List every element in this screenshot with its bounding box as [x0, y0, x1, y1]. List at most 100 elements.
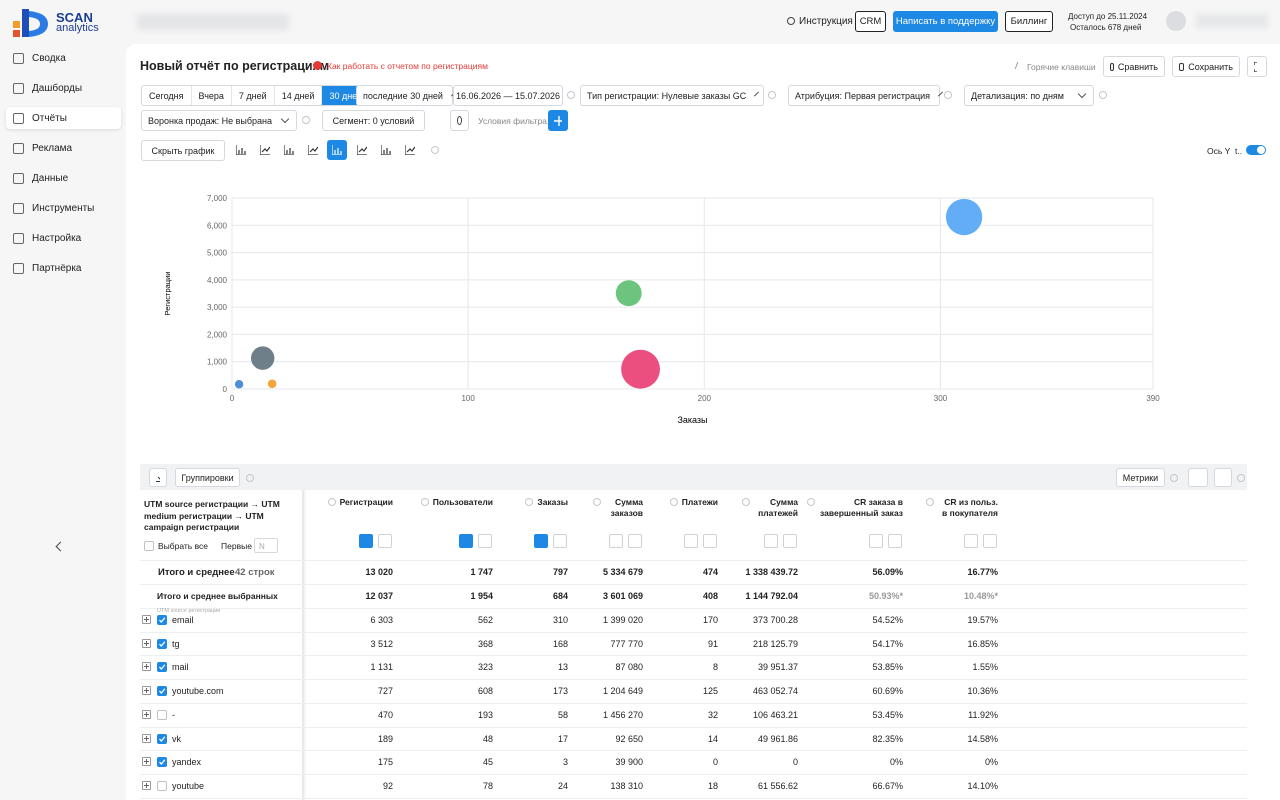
groupings-button[interactable]: Группировки	[175, 468, 240, 487]
chart-metric-button[interactable]	[869, 534, 883, 548]
segment-button[interactable]: Сегмент: 0 условий	[322, 110, 425, 131]
row-checkbox[interactable]	[157, 615, 167, 625]
refresh-button[interactable]	[450, 110, 469, 131]
row-checkbox[interactable]	[157, 733, 167, 744]
help-icon[interactable]	[944, 91, 952, 99]
row-checkbox[interactable]	[157, 709, 167, 720]
metric-menu-button[interactable]	[553, 534, 567, 548]
period-button[interactable]: Вчера	[192, 86, 232, 105]
help-icon[interactable]	[926, 498, 934, 506]
sidebar-item[interactable]: Партнёрка	[6, 257, 121, 279]
chart-type-button[interactable]	[400, 140, 420, 160]
help-icon[interactable]	[246, 474, 254, 482]
range-dropdown[interactable]: последние 30 дней	[356, 85, 453, 106]
sidebar-item[interactable]: Реклама	[6, 137, 121, 159]
sidebar-item[interactable]: Инструменты	[6, 197, 121, 219]
metrics-button[interactable]: Метрики	[1116, 468, 1165, 487]
support-button[interactable]: Написать в поддержку	[893, 11, 998, 32]
help-link[interactable]: Как работать с отчетом по регистрациям	[327, 61, 488, 71]
period-button[interactable]: 14 дней	[275, 86, 323, 105]
chart-type-button[interactable]	[303, 140, 323, 160]
fullscreen-button[interactable]	[1247, 56, 1267, 77]
select-all-checkbox[interactable]	[144, 541, 154, 551]
hotkeys-link[interactable]: Горячие клавиши	[1027, 62, 1096, 72]
expand-button[interactable]	[142, 709, 151, 719]
help-icon[interactable]	[327, 498, 336, 506]
chart-metric-button[interactable]	[764, 534, 778, 548]
metric-menu-button[interactable]	[628, 534, 642, 548]
chart-metric-button[interactable]	[359, 534, 373, 548]
expand-button[interactable]	[142, 757, 151, 767]
chart-type-button[interactable]	[376, 140, 396, 160]
chart-metric-button[interactable]	[459, 534, 473, 548]
help-icon[interactable]	[1099, 91, 1107, 99]
chart-type-button[interactable]	[352, 140, 372, 160]
metric-menu-button[interactable]	[703, 534, 717, 548]
instruction-link[interactable]: Инструкция	[799, 16, 853, 27]
expand-button[interactable]	[142, 662, 151, 672]
help-icon[interactable]	[807, 498, 815, 506]
metric-menu-button[interactable]	[888, 534, 902, 548]
attribution-dropdown[interactable]: Атрибуция: Первая регистрация	[788, 85, 940, 106]
help-icon[interactable]	[525, 498, 534, 506]
help-icon[interactable]	[431, 146, 439, 154]
row-checkbox[interactable]	[157, 757, 167, 768]
collapse-sidebar[interactable]	[55, 541, 66, 552]
copy-button[interactable]	[1214, 468, 1232, 487]
metric-menu-button[interactable]	[983, 534, 997, 548]
help-icon[interactable]	[420, 498, 429, 506]
help-icon[interactable]	[742, 498, 750, 506]
registration-type-dropdown[interactable]: Тип регистрации: Нулевые заказы GC	[580, 85, 764, 106]
avatar[interactable]	[1166, 11, 1186, 31]
save-button[interactable]: Сохранить	[1172, 56, 1240, 77]
metric-menu-button[interactable]	[478, 534, 492, 548]
axis-value[interactable]: t..	[1235, 146, 1243, 156]
add-condition-button[interactable]	[548, 110, 568, 131]
export-button[interactable]	[1188, 468, 1208, 487]
detail-dropdown[interactable]: Детализация: по дням	[964, 85, 1094, 106]
metric-menu-button[interactable]	[378, 534, 392, 548]
sidebar-item[interactable]: Настройка	[6, 227, 121, 249]
expand-button[interactable]	[142, 638, 151, 648]
first-input[interactable]: N	[254, 538, 278, 553]
sidebar-item[interactable]: Данные	[6, 167, 121, 189]
crm-button[interactable]: CRM	[855, 11, 886, 32]
metric-menu-button[interactable]	[783, 534, 797, 548]
row-checkbox[interactable]	[157, 662, 167, 673]
expand-button[interactable]	[142, 686, 151, 696]
help-icon[interactable]	[593, 498, 601, 506]
billing-button[interactable]: Биллинг	[1005, 11, 1053, 32]
chart-metric-button[interactable]	[684, 534, 698, 548]
sidebar-item[interactable]: Сводка	[6, 47, 121, 69]
sidebar-item[interactable]: Отчёты	[6, 107, 121, 129]
funnel-dropdown[interactable]: Воронка продаж: Не выбрана	[141, 110, 297, 131]
help-icon[interactable]	[567, 91, 575, 99]
chart-metric-button[interactable]	[534, 534, 548, 548]
y-tick-label: 4,000	[207, 276, 228, 285]
compare-button[interactable]: Сравнить	[1103, 56, 1165, 77]
chart-type-button[interactable]	[255, 140, 275, 160]
chart-type-button[interactable]	[327, 140, 347, 160]
expand-button[interactable]	[142, 733, 151, 743]
help-icon[interactable]	[669, 498, 678, 506]
period-button[interactable]: Сегодня	[142, 86, 192, 105]
sidebar-item[interactable]: Дашборды	[6, 77, 121, 99]
help-icon[interactable]	[302, 116, 310, 124]
chart-metric-button[interactable]	[609, 534, 623, 548]
help-icon[interactable]	[1170, 474, 1178, 482]
chart-type-button[interactable]	[279, 140, 299, 160]
help-icon[interactable]	[768, 91, 776, 99]
chart-type-button[interactable]	[231, 140, 251, 160]
date-range[interactable]: 16.06.2026 — 15.07.2026	[453, 85, 563, 106]
row-checkbox[interactable]	[157, 780, 167, 791]
chart-metric-button[interactable]	[964, 534, 978, 548]
expand-button[interactable]	[142, 615, 151, 624]
period-button[interactable]: 7 дней	[232, 86, 275, 105]
expand-button[interactable]	[142, 780, 151, 790]
row-checkbox[interactable]	[157, 638, 167, 649]
download-button[interactable]	[149, 468, 167, 487]
hide-chart-button[interactable]: Скрыть график	[141, 140, 225, 161]
axis-toggle[interactable]	[1246, 145, 1266, 155]
help-icon[interactable]	[1237, 474, 1245, 482]
row-checkbox[interactable]	[157, 686, 167, 697]
